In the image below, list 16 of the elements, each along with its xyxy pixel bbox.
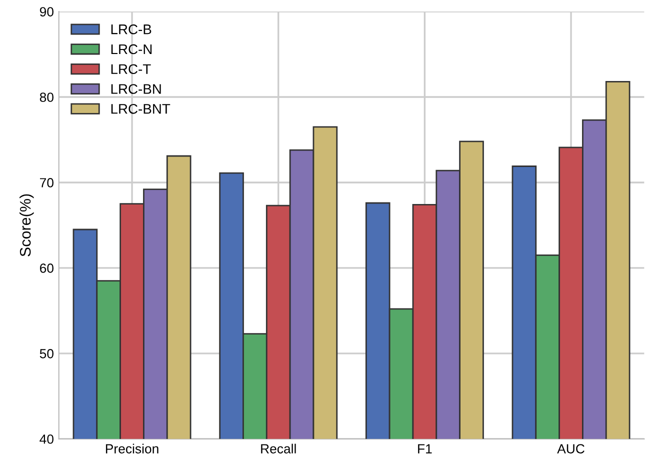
y-tick-label: 60	[40, 264, 54, 273]
y-tick-label: 70	[40, 178, 54, 188]
legend-label: LRC-T	[111, 64, 151, 74]
y-tick-label: 80	[40, 92, 54, 102]
x-tick-label: F1	[418, 444, 432, 454]
x-tick-label: AUC	[557, 444, 584, 454]
y-axis-title: Score(%)	[20, 194, 34, 256]
x-tick-label: Precision	[106, 444, 158, 454]
legend-label: LRC-BNT	[111, 104, 170, 114]
y-tick-label: 90	[40, 7, 54, 16]
legend-label: LRC-N	[111, 44, 152, 54]
y-tick-label: 50	[40, 348, 54, 358]
legend-label: LRC-BN	[111, 84, 161, 94]
legend-label: LRC-B	[111, 24, 152, 34]
y-tick-label: 40	[40, 434, 54, 444]
x-tick-label: Recall	[261, 444, 296, 454]
